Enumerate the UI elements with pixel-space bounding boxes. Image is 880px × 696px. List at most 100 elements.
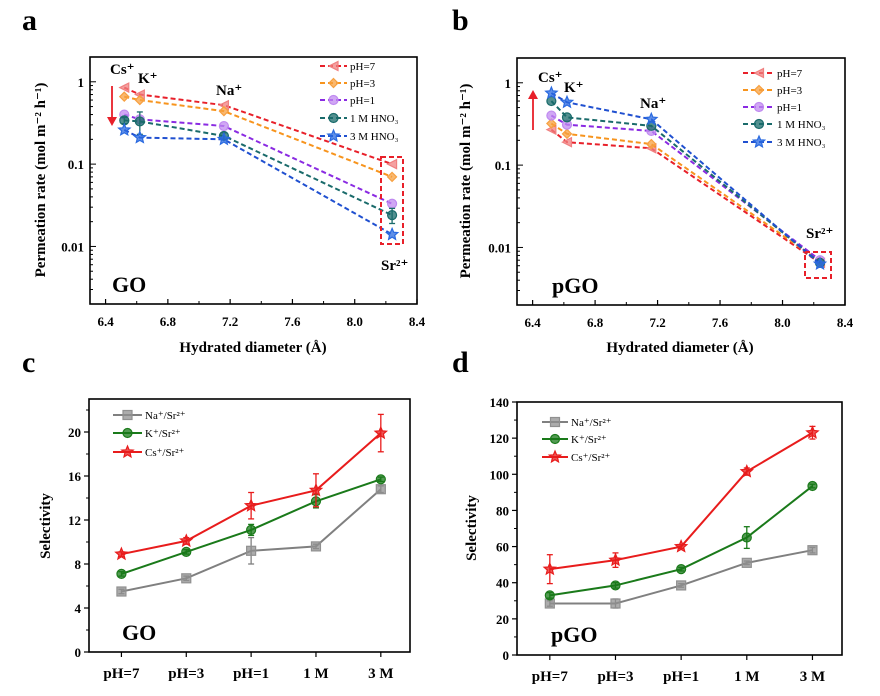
legend-marker [549, 433, 561, 445]
y-tick-label: 4 [75, 601, 82, 616]
legend-label: Cs⁺/Sr²⁺ [145, 447, 185, 459]
legend-marker [122, 409, 133, 421]
series-2 [118, 91, 398, 183]
data-point [114, 546, 129, 561]
series-line [550, 100, 821, 264]
legend-label: pH=3 [350, 78, 376, 90]
x-tick-label: 7.6 [284, 314, 301, 329]
x-tick-label: 8.4 [837, 315, 854, 330]
data-point [645, 138, 657, 150]
x-tick-label: pH=3 [597, 669, 633, 685]
legend-marker [751, 134, 767, 149]
panel-d: d pH=7 pH=3 pH=1 1 M 3 M 0 20 40 60 80 100 120 140 Na⁺… [452, 346, 843, 685]
legend-label: Cs⁺/Sr²⁺ [571, 452, 611, 464]
data-point [559, 94, 575, 109]
legend-item: 3 M HNO₃ [320, 128, 399, 143]
series-3 [546, 110, 826, 266]
data-point [807, 480, 818, 492]
legend-label: 3 M HNO₃ [777, 137, 826, 149]
legend-item: 1 M HNO₃ [743, 118, 826, 131]
material-label: GO [112, 272, 146, 297]
y-tick-label: 140 [490, 395, 510, 410]
legend-label: pH=1 [350, 95, 375, 107]
data-point [308, 482, 324, 497]
data-point [116, 568, 127, 580]
x-tick-label: pH=1 [663, 669, 699, 685]
panel-a: a 6.4 6.8 7.2 7.6 8.0 8.4 1 0.1 0.01 pH=7 pH=3 pH=1 1… [22, 4, 426, 356]
series-line [549, 549, 813, 605]
legend-label: pH=7 [350, 61, 376, 73]
y-tick-label: 12 [68, 513, 81, 528]
plot-frame [89, 56, 418, 305]
data-point [134, 116, 145, 127]
series-line [550, 92, 821, 265]
legend-item: pH=3 [743, 84, 803, 97]
legend-item: K⁺/Sr²⁺ [113, 427, 181, 440]
y-axis-title: Permeation rate (mol m⁻² h⁻¹) [458, 84, 474, 279]
data-point [118, 82, 130, 94]
legend-label: pH=1 [777, 102, 802, 114]
data-point [676, 564, 687, 575]
legend-marker [120, 444, 135, 459]
data-point [375, 484, 386, 495]
data-point [246, 524, 257, 536]
data-point [561, 128, 573, 140]
data-point [673, 539, 689, 553]
legend-marker [328, 112, 339, 124]
y-tick-label: 20 [496, 612, 509, 627]
legend-label: pH=7 [777, 68, 803, 80]
series-3 [114, 413, 388, 561]
data-point [386, 198, 398, 209]
data-point [216, 131, 232, 146]
x-tick-label: 8.0 [347, 314, 363, 329]
legend-item: Cs⁺/Sr²⁺ [542, 449, 611, 464]
data-point [546, 95, 557, 107]
x-axis-title: Hydrated diameter (Å) [606, 340, 753, 356]
arrow-head-icon [107, 117, 117, 126]
x-tick-label: pH=7 [532, 669, 569, 685]
data-point [218, 120, 230, 132]
data-point [181, 546, 192, 558]
panel-letter: d [452, 346, 469, 379]
data-point [805, 425, 820, 439]
legend-label: 3 M HNO₃ [350, 131, 399, 143]
highlight-box [804, 251, 832, 279]
legend-marker [753, 67, 765, 79]
y-axis-title: Permeation rate (mol m⁻² h⁻¹) [33, 83, 49, 278]
series-line [550, 128, 821, 264]
y-tick-label: 40 [496, 576, 509, 591]
data-point [386, 158, 398, 170]
y-tick-label: 20 [68, 425, 81, 440]
legend-marker [328, 77, 339, 89]
material-label: pGO [551, 622, 597, 647]
data-point [132, 130, 147, 144]
x-tick-label: 6.8 [160, 314, 177, 329]
data-point [179, 533, 194, 548]
data-point [246, 545, 257, 556]
data-point [134, 94, 146, 106]
series-line [123, 113, 393, 205]
series-5 [117, 122, 400, 241]
x-tick-label: pH=1 [233, 666, 269, 682]
legend-item: pH=1 [320, 94, 375, 107]
data-point [544, 590, 555, 601]
y-axis-title: Selectivity [464, 495, 480, 561]
x-tick-label: 1 M [303, 666, 328, 682]
data-point [310, 541, 322, 552]
legend-marker [753, 101, 765, 113]
legend-item: pH=7 [320, 60, 376, 73]
ion-label: Na⁺ [640, 96, 666, 112]
ion-label: K⁺ [138, 71, 158, 87]
x-tick-label: 3 M [368, 666, 393, 682]
data-point [644, 111, 659, 126]
x-tick-label: 1 M [734, 669, 759, 685]
x-tick-label: pH=7 [103, 666, 140, 682]
legend-marker [326, 128, 341, 143]
legend-marker [753, 84, 765, 96]
x-tick-label: 3 M [800, 669, 825, 685]
data-point [117, 122, 132, 137]
data-point [181, 573, 192, 584]
series-1 [544, 545, 818, 609]
material-label: pGO [552, 273, 598, 298]
